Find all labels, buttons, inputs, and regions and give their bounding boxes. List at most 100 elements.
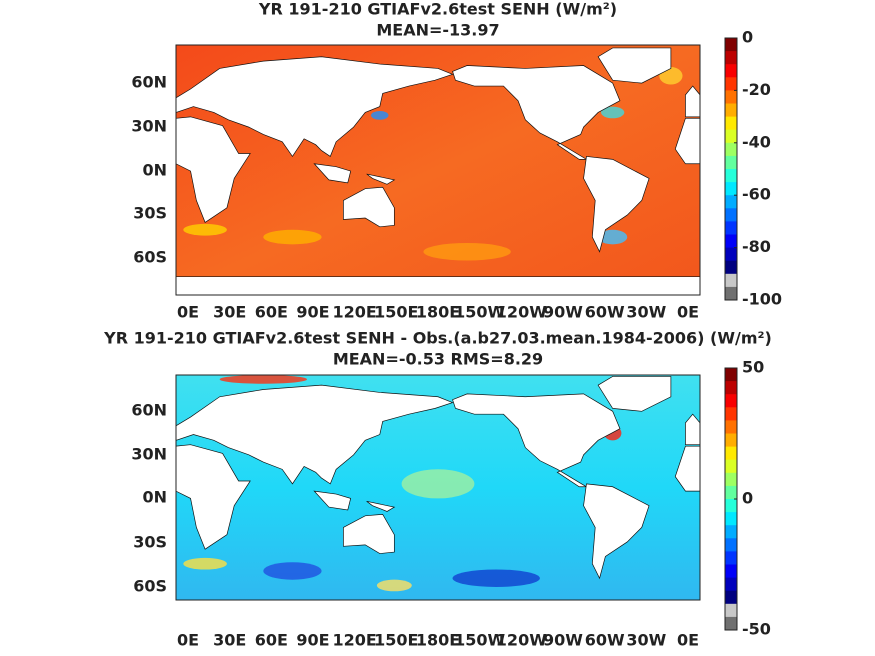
lat-label: 0N (142, 488, 167, 507)
lon-label: 90E (296, 631, 329, 650)
colorbar-tick-label: 0 (742, 489, 753, 508)
colorbar-band (725, 538, 737, 552)
colorbar-band (725, 368, 737, 382)
panel-subtitle: MEAN=-13.97 (376, 21, 499, 40)
lon-label: 90W (543, 303, 583, 322)
colorbar-band (725, 590, 737, 605)
land (597, 376, 672, 412)
lon-label: 60E (255, 631, 288, 650)
lon-label: 30E (213, 303, 246, 322)
map-frame (175, 44, 701, 296)
land (366, 500, 396, 512)
lon-label: 90E (296, 303, 329, 322)
lat-label: 30S (133, 533, 167, 552)
colorbar-band (725, 169, 737, 183)
lat-label: 0N (142, 161, 167, 180)
land (366, 173, 396, 185)
lon-label: 60E (255, 303, 288, 322)
colorbar-band (725, 459, 737, 474)
field-patch (183, 223, 227, 236)
colorbar-band (725, 64, 737, 78)
colorbar-band (725, 129, 737, 144)
colorbar-tick-label: 0 (742, 28, 753, 47)
field-patch (598, 229, 628, 245)
colorbar-band (725, 499, 737, 513)
colorbar-band (725, 286, 737, 301)
colorbar-band (725, 394, 737, 408)
colorbar-band (725, 381, 737, 395)
colorbar-band (725, 142, 737, 157)
colorbar-band (725, 577, 737, 592)
colorbar-band (725, 420, 737, 434)
land (176, 444, 251, 550)
colorbar-band (725, 603, 737, 618)
lon-label: 0E (177, 303, 199, 322)
lon-label: 180E (416, 631, 460, 650)
field-patch (401, 469, 475, 499)
colorbar-band (725, 155, 737, 170)
colorbar-band (725, 182, 737, 196)
land (176, 116, 251, 223)
field-patch (263, 562, 322, 580)
colorbar-band (725, 512, 737, 526)
colorbar-band (725, 51, 737, 65)
lon-label: 30W (626, 303, 666, 322)
land (176, 56, 454, 158)
lon-label: 150W (454, 303, 505, 322)
lon-label: 120W (496, 303, 547, 322)
colorbar-frame (724, 37, 738, 301)
lon-label: 120E (333, 631, 377, 650)
colorbar-band (725, 472, 737, 487)
panel-title: YR 191-210 GTIAFv2.6test SENH (W/m²) (258, 0, 617, 19)
land (674, 445, 700, 492)
colorbar-tick-label: -80 (742, 237, 771, 256)
lon-label: 180E (416, 303, 460, 322)
lon-label: 30W (626, 631, 666, 650)
colorbar-band (725, 446, 737, 461)
colorbar-tick-label: -20 (742, 80, 771, 99)
lon-label: 120E (333, 303, 377, 322)
colorbar-band (725, 616, 737, 631)
land (597, 47, 672, 84)
colorbar-band (725, 525, 737, 539)
colorbar-tick-label: -100 (742, 290, 782, 309)
colorbar-band (725, 195, 737, 209)
land (176, 276, 700, 295)
colorbar-band (725, 247, 737, 262)
land (452, 393, 621, 488)
field-patch (376, 579, 412, 592)
land (674, 117, 700, 165)
map-frame (175, 374, 701, 601)
colorbar-band (725, 208, 737, 222)
lon-label: 0E (177, 631, 199, 650)
lon-label: 0E (677, 631, 699, 650)
colorbar-band (725, 77, 737, 91)
lat-label: 60N (131, 73, 167, 92)
lon-label: 30E (213, 631, 246, 650)
colorbar-band (725, 260, 737, 275)
panel-title: YR 191-210 GTIAFv2.6test SENH - Obs.(a.b… (103, 329, 772, 348)
colorbar-band (725, 221, 737, 235)
colorbar-tick-label: -60 (742, 185, 771, 204)
lat-label: 30N (131, 445, 167, 464)
land (343, 186, 395, 228)
lon-label: 60W (585, 303, 625, 322)
panel-subtitle: MEAN=-0.53 RMS=8.29 (333, 350, 543, 369)
lon-label: 0E (677, 303, 699, 322)
land (343, 513, 395, 554)
land (313, 163, 352, 184)
lon-label: 150E (374, 303, 418, 322)
colorbar-band (725, 116, 737, 131)
colorbar-band (725, 103, 737, 118)
colorbar-band (725, 407, 737, 421)
land (685, 85, 700, 118)
lon-label: 120W (496, 631, 547, 650)
colorbar-tick-label: 50 (742, 358, 764, 377)
colorbar-band (725, 433, 737, 448)
lat-label: 30N (131, 117, 167, 136)
lon-label: 150E (374, 631, 418, 650)
colorbar-band (725, 485, 737, 500)
colorbar-tick-label: -40 (742, 132, 771, 151)
colorbar-band (725, 564, 737, 579)
